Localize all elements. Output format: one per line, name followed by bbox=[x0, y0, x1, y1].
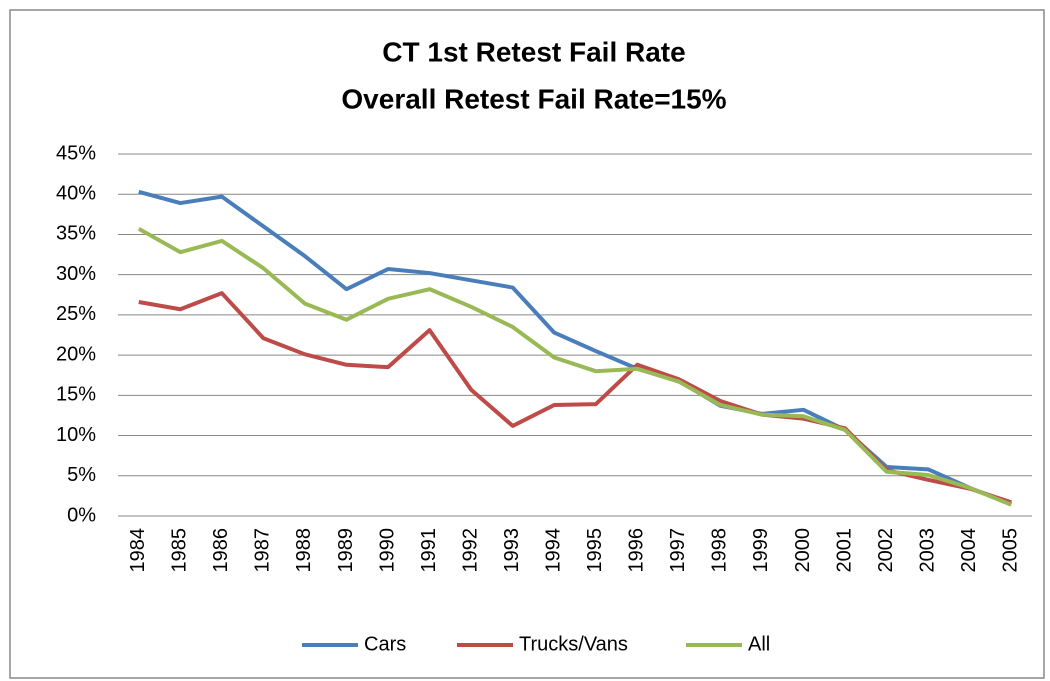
chart-title: CT 1st Retest Fail Rate bbox=[382, 36, 685, 67]
y-tick-label: 45% bbox=[56, 142, 96, 164]
y-tick-label: 10% bbox=[56, 424, 96, 446]
x-tick-label: 1992 bbox=[459, 528, 481, 573]
x-tick-label: 2000 bbox=[792, 528, 814, 573]
y-tick-label: 15% bbox=[56, 384, 96, 406]
x-tick-label: 1984 bbox=[127, 528, 149, 573]
y-tick-label: 25% bbox=[56, 303, 96, 325]
x-tick-label: 1986 bbox=[210, 528, 232, 573]
y-tick-label: 5% bbox=[67, 464, 96, 486]
x-tick-label: 1985 bbox=[169, 528, 191, 573]
y-tick-label: 35% bbox=[56, 223, 96, 245]
x-tick-label: 1994 bbox=[543, 528, 565, 573]
chart-subtitle: Overall Retest Fail Rate=15% bbox=[341, 83, 726, 114]
series-line bbox=[137, 227, 1012, 507]
x-tick-label: 1996 bbox=[626, 528, 648, 573]
x-tick-label: 1998 bbox=[709, 528, 731, 573]
y-tick-label: 0% bbox=[67, 504, 96, 526]
x-tick-label: 1997 bbox=[667, 528, 689, 573]
x-tick-label: 1999 bbox=[750, 528, 772, 573]
x-tick-label: 1990 bbox=[376, 528, 398, 573]
x-tick-label: 2004 bbox=[958, 528, 980, 573]
x-tick-label: 2005 bbox=[1000, 528, 1022, 573]
x-tick-label: 2002 bbox=[875, 528, 897, 573]
legend-label: All bbox=[748, 633, 770, 655]
x-tick-label: 2003 bbox=[916, 528, 938, 573]
x-tick-label: 1995 bbox=[584, 528, 606, 573]
y-tick-label: 30% bbox=[56, 263, 96, 285]
x-tick-label: 1987 bbox=[252, 528, 274, 573]
x-tick-label: 2001 bbox=[833, 528, 855, 573]
y-tick-label: 20% bbox=[56, 343, 96, 365]
x-tick-label: 1989 bbox=[335, 528, 357, 573]
chart-border bbox=[9, 9, 1045, 679]
x-tick-label: 1991 bbox=[418, 528, 440, 573]
x-tick-label: 1993 bbox=[501, 528, 523, 573]
y-tick-label: 40% bbox=[56, 183, 96, 205]
legend-label: Trucks/Vans bbox=[519, 633, 628, 655]
x-tick-label: 1988 bbox=[293, 528, 315, 573]
legend-label: Cars bbox=[364, 633, 406, 655]
